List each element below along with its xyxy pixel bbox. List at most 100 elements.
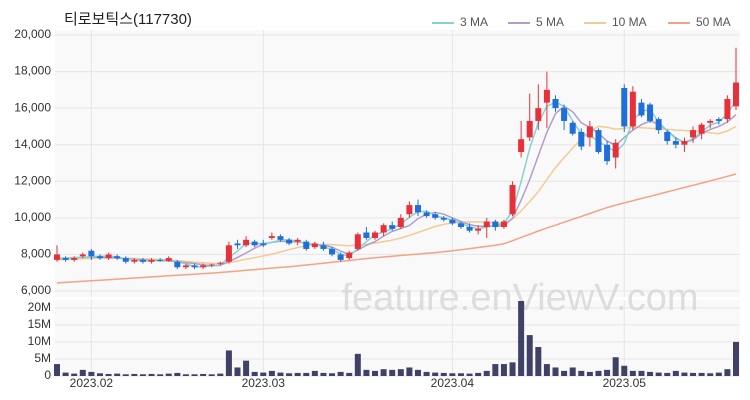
volume-bar: [397, 369, 404, 376]
candle-body: [157, 259, 164, 261]
candle-body: [225, 245, 232, 262]
candle-body: [260, 243, 267, 246]
y-tick-label: 5M: [34, 351, 51, 365]
volume-bar: [54, 364, 60, 376]
candle-body: [457, 223, 464, 227]
candle-body: [707, 120, 714, 123]
volume-bar: [225, 350, 232, 376]
candle-body: [96, 256, 103, 259]
volume-bar: [303, 372, 310, 376]
legend-label: 10 MA: [612, 15, 647, 29]
candle-body: [406, 205, 413, 215]
candle-body: [621, 88, 628, 127]
volume-bar: [543, 364, 550, 376]
candle-body: [440, 217, 447, 220]
ma-line: [56, 173, 737, 284]
candle-body: [354, 234, 361, 249]
candle-body: [148, 259, 155, 262]
volume-bar: [105, 373, 112, 376]
volume-bar: [475, 372, 482, 376]
x-tick-label: 2023.02: [70, 376, 114, 390]
candle-body: [174, 261, 181, 268]
volume-bar: [234, 367, 241, 376]
volume-bar: [552, 367, 559, 376]
volume-bar: [483, 370, 490, 376]
volume-bar: [449, 373, 456, 376]
candle-body: [509, 184, 516, 215]
volume-bar: [131, 373, 138, 376]
y-tick-label: 10,000: [14, 210, 51, 224]
volume-bar: [586, 371, 593, 376]
candle-body: [105, 254, 112, 259]
candle-body: [79, 254, 86, 257]
y-tick-label: 0: [44, 368, 51, 382]
candle-body: [715, 119, 722, 121]
candle-body: [363, 232, 370, 238]
volume-bar: [569, 367, 576, 376]
volume-bar: [518, 301, 525, 376]
volume-bar: [286, 373, 293, 376]
candle-body: [526, 120, 533, 138]
volume-bar: [681, 372, 688, 376]
volume-bar: [354, 353, 361, 376]
volume-bar: [595, 370, 602, 376]
candle-body: [88, 250, 95, 257]
candle-body: [672, 141, 679, 145]
candle-body: [690, 130, 697, 138]
price-pane: [55, 30, 740, 297]
candle-body: [71, 258, 78, 260]
volume-bar: [62, 372, 69, 376]
volume-bar: [122, 374, 129, 376]
legend-label: 5 MA: [536, 15, 564, 29]
candle-body: [638, 102, 645, 116]
volume-bar: [647, 371, 654, 376]
candle-body: [234, 243, 241, 246]
volume-bar: [157, 374, 164, 376]
candle-body: [303, 241, 310, 249]
candle-body: [208, 264, 215, 266]
volume-bar: [380, 369, 387, 376]
candle-body: [500, 221, 507, 227]
candle-body: [629, 91, 636, 127]
candle-body: [655, 119, 662, 131]
volume-bar: [578, 370, 585, 376]
volume-bar: [148, 373, 155, 376]
candle-body: [243, 239, 250, 246]
volume-bar: [621, 365, 628, 376]
volume-bar: [191, 374, 198, 376]
volume-bar: [260, 372, 267, 376]
candle-body: [414, 205, 421, 213]
candle-body: [612, 142, 619, 158]
volume-bar: [604, 369, 611, 376]
candle-body: [329, 248, 336, 255]
candle-body: [492, 221, 499, 227]
volume-bar: [500, 364, 507, 376]
volume-bar: [174, 372, 181, 376]
candle-body: [535, 108, 542, 121]
volume-bar: [414, 369, 421, 376]
candle-body: [311, 243, 318, 248]
candle-body: [389, 225, 396, 229]
candle-body: [561, 108, 568, 121]
candle-body: [664, 131, 671, 142]
candle-body: [586, 126, 593, 138]
candle-body: [543, 89, 550, 103]
volume-bar: [363, 369, 370, 376]
volume-bar: [561, 370, 568, 376]
candle-body: [681, 141, 688, 145]
volume-bar: [294, 372, 301, 376]
volume-bar: [320, 372, 327, 376]
volume-bar: [114, 373, 121, 376]
volume-bar: [733, 341, 739, 376]
volume-bar: [432, 372, 439, 376]
candle-body: [423, 212, 430, 217]
candle-body: [200, 265, 207, 268]
y-tick-label: 16,000: [14, 100, 51, 114]
candle-body: [62, 258, 69, 260]
candle-body: [647, 104, 654, 121]
volume-bar: [277, 372, 284, 376]
volume-bar: [715, 372, 722, 376]
candle-body: [733, 82, 739, 107]
x-tick-label: 2023.05: [603, 376, 647, 390]
